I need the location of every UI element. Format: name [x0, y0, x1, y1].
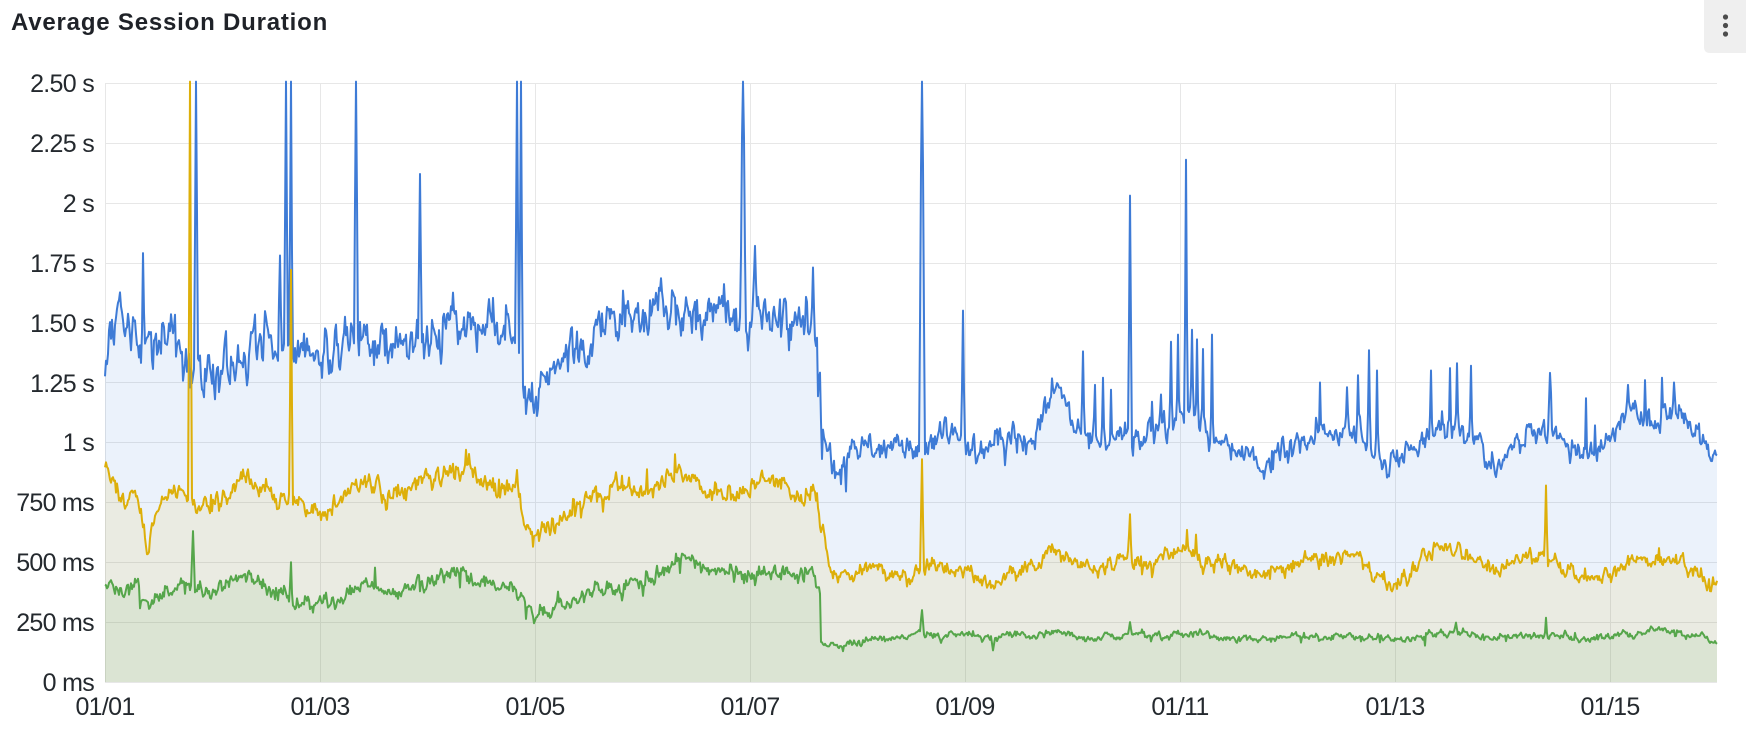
svg-text:01/05: 01/05 [505, 693, 564, 721]
svg-text:1.25 s: 1.25 s [30, 370, 94, 398]
svg-text:01/13: 01/13 [1365, 693, 1424, 721]
svg-text:250 ms: 250 ms [16, 609, 94, 637]
svg-text:01/07: 01/07 [720, 693, 779, 721]
svg-text:2 s: 2 s [63, 190, 94, 218]
svg-text:01/03: 01/03 [290, 693, 349, 721]
svg-text:1.50 s: 1.50 s [30, 310, 94, 338]
svg-text:1.75 s: 1.75 s [30, 250, 94, 278]
svg-text:2.50 s: 2.50 s [30, 70, 94, 98]
svg-text:500 ms: 500 ms [16, 549, 94, 577]
svg-text:01/09: 01/09 [935, 693, 994, 721]
svg-text:0 ms: 0 ms [43, 669, 95, 697]
svg-text:01/15: 01/15 [1580, 693, 1639, 721]
svg-text:01/11: 01/11 [1151, 693, 1208, 721]
svg-text:750 ms: 750 ms [16, 489, 94, 517]
svg-text:Average Session Duration: Average Session Duration [11, 9, 328, 36]
svg-text:2.25 s: 2.25 s [30, 130, 94, 158]
svg-text:1 s: 1 s [63, 429, 94, 457]
svg-text:01/01: 01/01 [75, 693, 134, 721]
